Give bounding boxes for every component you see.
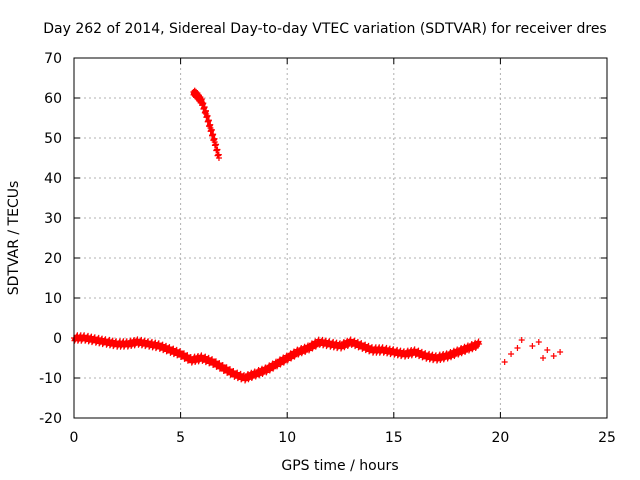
- data-point: [540, 355, 547, 361]
- y-tick-label: 30: [44, 211, 62, 227]
- y-tick-label: -10: [39, 371, 62, 387]
- data-point: [508, 351, 515, 357]
- data-point: [476, 341, 483, 347]
- y-tick-label: 10: [44, 291, 62, 307]
- y-tick-label: 20: [44, 251, 62, 267]
- x-tick-label: 25: [598, 430, 616, 446]
- data-point-fill: [200, 100, 207, 107]
- data-point-fill: [204, 112, 211, 119]
- data-point-fill: [214, 146, 221, 153]
- data-point-fill: [201, 103, 208, 110]
- x-tick-label: 5: [176, 430, 185, 446]
- x-tick-label: 10: [278, 430, 296, 446]
- data-point-fill: [208, 126, 215, 133]
- y-tick-label: 50: [44, 131, 62, 147]
- data-point: [557, 349, 564, 355]
- data-point-fill: [213, 141, 220, 148]
- data-point: [215, 155, 222, 161]
- plot-frame: [73, 57, 608, 419]
- y-tick-label: 40: [44, 171, 62, 187]
- data-point-fill: [205, 117, 212, 124]
- chart-title: Day 262 of 2014, Sidereal Day-to-day VTE…: [43, 21, 606, 37]
- data-point: [514, 345, 521, 351]
- data-point: [518, 337, 525, 343]
- x-tick-label: 15: [385, 430, 403, 446]
- x-tick-label: 0: [70, 430, 79, 446]
- x-tick-label: 20: [491, 430, 509, 446]
- data-point-fill: [210, 131, 217, 138]
- data-point: [550, 353, 557, 359]
- y-tick-label: 70: [44, 51, 62, 67]
- data-point: [529, 343, 536, 349]
- y-tick-label: -20: [39, 411, 62, 427]
- x-axis-label: GPS time / hours: [281, 458, 398, 474]
- data-point: [501, 359, 508, 365]
- y-tick-label: 60: [44, 91, 62, 107]
- data-point: [544, 347, 551, 353]
- y-tick-label: 0: [53, 331, 62, 347]
- y-axis-label: SDTVAR / TECUs: [6, 181, 22, 296]
- data-point: [535, 339, 542, 345]
